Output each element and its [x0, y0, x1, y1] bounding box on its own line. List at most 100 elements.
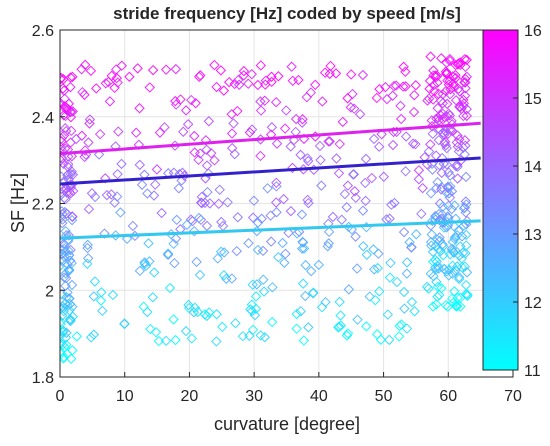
scatter-point	[334, 296, 345, 308]
scatter-point	[453, 273, 465, 285]
scatter-point	[341, 202, 352, 213]
scatter-point	[212, 253, 223, 264]
scatter-point	[427, 94, 439, 105]
scatter-point	[82, 242, 93, 254]
scatter-point	[60, 254, 67, 265]
scatter-point	[424, 75, 436, 87]
scatter-point	[60, 272, 72, 284]
scatter-point	[279, 123, 291, 134]
scatter-point	[339, 188, 351, 200]
scatter-point	[153, 335, 165, 347]
scatter-point	[60, 272, 70, 283]
scatter-point	[64, 255, 76, 266]
scatter-point	[170, 334, 181, 346]
scatter-point	[305, 265, 317, 277]
scatter-point	[360, 195, 371, 207]
x-tick-label: 10	[116, 388, 134, 405]
scatter-point	[416, 208, 427, 220]
scatter-point	[357, 205, 369, 216]
scatter-point	[60, 310, 68, 321]
scatter-point	[398, 286, 410, 298]
scatter-point	[259, 95, 270, 106]
scatter-point	[433, 134, 445, 146]
scatter-point	[271, 197, 282, 208]
scatter-point	[351, 263, 363, 274]
scatter-point	[179, 170, 190, 181]
scatter-point	[61, 327, 72, 338]
scatter-point	[395, 100, 406, 112]
scatter-point	[65, 188, 76, 199]
scatter-point	[248, 195, 260, 206]
scatter-point	[386, 199, 397, 210]
scatter-point	[319, 67, 331, 78]
scatter-point	[277, 237, 288, 249]
scatter-point	[221, 273, 232, 284]
scatter-point	[168, 314, 179, 325]
scatter-point	[201, 144, 212, 156]
scatter-point	[101, 189, 113, 201]
scatter-point	[204, 198, 216, 209]
scatter-point	[450, 160, 462, 172]
scatter-point	[199, 197, 211, 209]
scatter-point	[302, 153, 313, 164]
scatter-point	[296, 209, 308, 220]
scatter-point	[427, 301, 439, 312]
scatter-point	[156, 207, 167, 219]
scatter-point	[233, 79, 245, 90]
scatter-point	[345, 102, 357, 113]
scatter-point	[60, 225, 71, 237]
scatter-point	[66, 151, 78, 162]
scatter-point	[423, 283, 434, 294]
scatter-point	[175, 94, 186, 105]
scatter-point	[160, 335, 172, 347]
scatter-point	[266, 316, 278, 328]
y-tick-label: 2.4	[32, 110, 54, 127]
scatter-point	[444, 264, 455, 276]
scatter-point	[436, 167, 447, 179]
scatter-point	[343, 284, 355, 295]
scatter-point	[213, 198, 224, 210]
scatter-point	[348, 169, 360, 180]
scatter-point	[313, 259, 325, 271]
scatter-point	[433, 208, 445, 220]
scatter-point	[373, 141, 385, 152]
scatter-point	[432, 177, 443, 188]
scatter-point	[267, 282, 278, 293]
scatter-point	[378, 171, 389, 182]
scatter-point	[447, 268, 458, 279]
scatter-point	[348, 103, 360, 114]
scatter-point	[460, 171, 472, 183]
scatter-point	[431, 113, 442, 124]
chart-title: stride frequency [Hz] coded by speed [m/…	[113, 4, 461, 23]
scatter-point	[342, 180, 354, 191]
scatter-point	[454, 101, 465, 112]
scatter-point	[211, 309, 222, 320]
scatter-point	[85, 332, 97, 343]
scatter-point	[189, 302, 201, 313]
scatter-point	[88, 329, 100, 340]
colorbar-tick-label: 14	[524, 159, 542, 176]
scatter-point	[216, 216, 227, 228]
scatter-point	[273, 251, 284, 263]
scatter-point	[450, 69, 461, 81]
scatter-point	[333, 321, 345, 332]
x-tick-label: 50	[375, 388, 393, 405]
scatter-point	[458, 100, 469, 112]
scatter-point	[91, 83, 102, 94]
scatter-point	[454, 250, 465, 261]
scatter-point	[121, 233, 133, 244]
scatter-point	[60, 153, 68, 164]
scatter-point	[218, 270, 230, 281]
scatter-point	[106, 189, 117, 200]
x-axis-label: curvature [degree]	[214, 414, 360, 434]
scatter-point	[460, 196, 472, 207]
trend-line	[59, 156, 481, 186]
scatter-point	[427, 128, 438, 140]
scatter-point	[374, 83, 385, 95]
scatter-point	[442, 128, 454, 140]
trend-line	[59, 219, 481, 240]
scatter-point	[357, 69, 369, 81]
scatter-point	[130, 127, 142, 138]
scatter-point	[82, 239, 93, 251]
